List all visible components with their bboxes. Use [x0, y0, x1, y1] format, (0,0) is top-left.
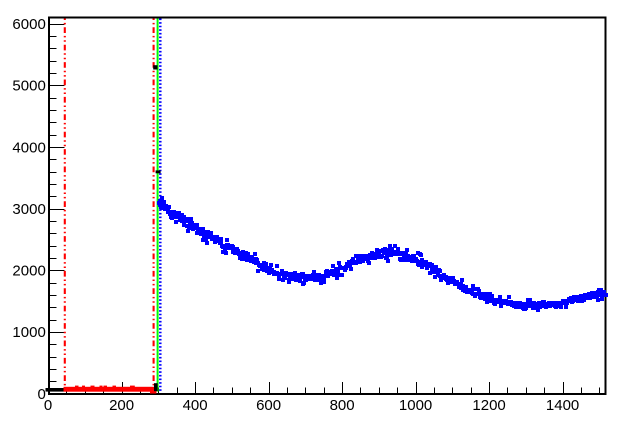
- svg-text:0: 0: [37, 386, 45, 403]
- svg-text:600: 600: [256, 397, 281, 414]
- svg-text:3000: 3000: [12, 201, 45, 218]
- svg-text:400: 400: [183, 397, 208, 414]
- svg-text:1000: 1000: [399, 397, 432, 414]
- svg-text:1000: 1000: [12, 324, 45, 341]
- svg-text:2000: 2000: [12, 263, 45, 280]
- svg-text:1400: 1400: [546, 397, 579, 414]
- svg-text:6000: 6000: [12, 16, 45, 33]
- svg-text:5000: 5000: [12, 78, 45, 95]
- svg-text:0: 0: [44, 397, 52, 414]
- svg-text:200: 200: [109, 397, 134, 414]
- svg-text:800: 800: [330, 397, 355, 414]
- svg-text:1200: 1200: [472, 397, 505, 414]
- svg-text:4000: 4000: [12, 139, 45, 156]
